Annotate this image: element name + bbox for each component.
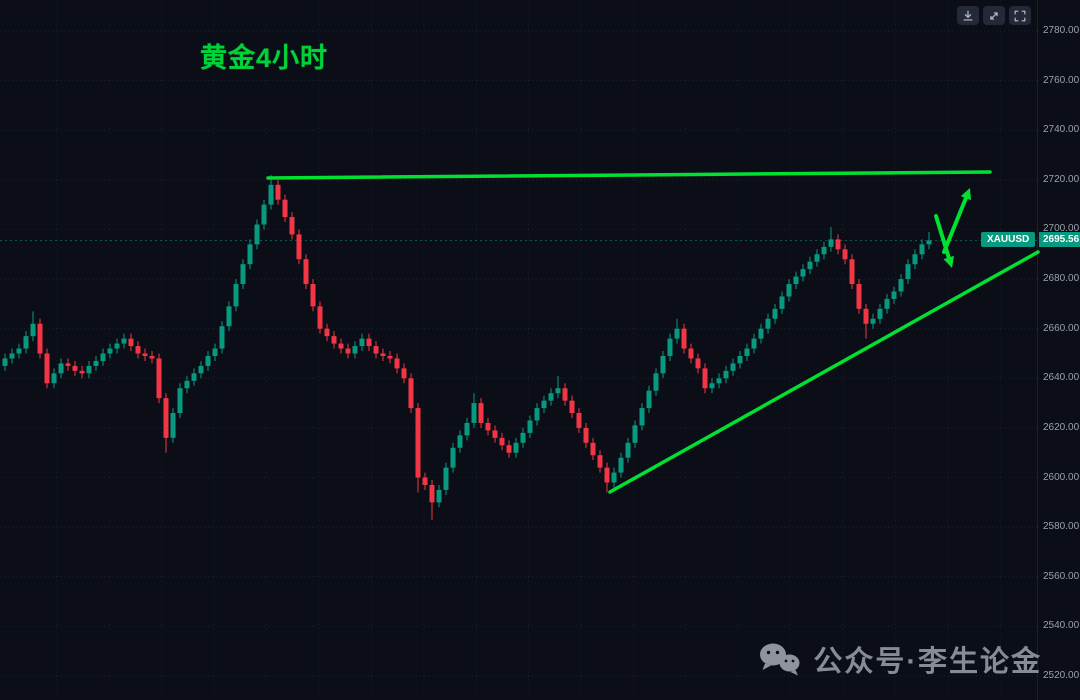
price-axis-label: 2660.00 [1043, 322, 1080, 334]
price-axis-label: 2700.00 [1043, 223, 1080, 235]
fullscreen-button[interactable] [1009, 6, 1031, 25]
download-icon [963, 10, 973, 21]
symbol-badge: XAUUSD [981, 232, 1036, 248]
wechat-icon [760, 643, 800, 676]
watermark-text: 公众号·李生论金 [813, 646, 1042, 678]
resize-button[interactable] [983, 6, 1005, 25]
download-button[interactable] [957, 6, 979, 25]
price-axis-label: 2520.00 [1043, 670, 1080, 681]
price-axis-label: 2560.00 [1043, 570, 1080, 582]
fullscreen-icon [1014, 10, 1026, 21]
price-axis-label: 2640.00 [1043, 372, 1080, 384]
price-axis-label: 2580.00 [1043, 521, 1080, 533]
price-axis-label: 2620.00 [1043, 421, 1080, 433]
price-axis-label: 2740.00 [1043, 124, 1080, 136]
support-trendline [608, 250, 1040, 494]
grid-lines [0, 0, 1038, 700]
up-arrow [942, 188, 971, 254]
price-axis-label: 2540.00 [1043, 620, 1080, 632]
current-price-badge: 2695.56 [1039, 232, 1080, 248]
price-axis-label: 2600.00 [1043, 471, 1080, 483]
candles [2, 174, 932, 520]
price-axis-label: 2720.00 [1043, 173, 1080, 185]
chart-toolbar [957, 6, 1031, 25]
price-axis-label: 2760.00 [1043, 74, 1080, 86]
down-arrow [934, 214, 955, 268]
trend-annotations[interactable] [266, 170, 1040, 494]
price-axis[interactable]: 2780.00 2760.00 2740.00 2720.00 2700.00 2680.… [1037, 0, 1080, 700]
resize-icon [990, 11, 998, 20]
price-axis-label: 2780.00 [1043, 25, 1080, 36]
watermark: 公众号·李生论金 [757, 638, 1042, 680]
resistance-trendline [266, 170, 992, 180]
price-axis-label: 2680.00 [1043, 273, 1080, 285]
chart-title-annotation[interactable]: 黄金4小时 [200, 43, 329, 73]
